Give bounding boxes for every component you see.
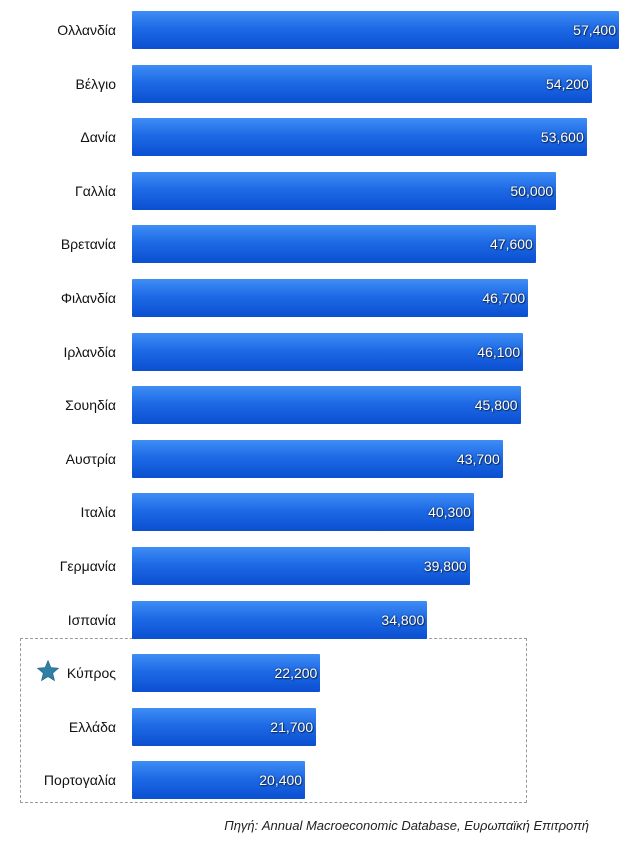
- bar: [132, 118, 587, 157]
- category-label: Ιταλία: [80, 504, 116, 521]
- bar-value-label: 22,200: [274, 665, 318, 682]
- bar-value-label: 43,700: [456, 450, 500, 467]
- bar: [132, 332, 524, 371]
- category-label: Φιλανδία: [60, 290, 116, 306]
- category-label: Ισπανία: [67, 611, 116, 628]
- bar: [132, 547, 470, 585]
- category-label: Δανία: [80, 129, 116, 146]
- bar-value-label: 50,000: [510, 182, 554, 199]
- category-label: Κύπρος: [66, 665, 116, 682]
- bar-value-label: 54,200: [546, 75, 589, 92]
- bar: [132, 64, 592, 103]
- bar: [132, 493, 474, 532]
- bar-value-label: 34,800: [381, 611, 425, 628]
- bar-value-label: 53,600: [540, 129, 584, 146]
- category-label: Βρετανία: [60, 236, 116, 253]
- source-note: Πηγή: Annual Macroeconomic Database, Ευρ…: [224, 818, 589, 833]
- category-label: Ιρλανδία: [63, 343, 116, 360]
- bar-value-label: 57,400: [573, 22, 616, 38]
- bar-value-label: 39,800: [423, 558, 467, 574]
- bar: [132, 600, 428, 639]
- category-label: Ολλανδία: [57, 22, 116, 38]
- category-label: Βέλγιο: [75, 75, 116, 92]
- bar: [132, 11, 619, 49]
- bar: [132, 654, 321, 693]
- category-label: Σουηδία: [65, 397, 116, 414]
- bar-value-label: 40,300: [428, 504, 471, 521]
- bar-value-label: 46,100: [477, 343, 521, 360]
- bar-value-label: 21,700: [270, 718, 314, 735]
- bar: [132, 707, 317, 746]
- bar: [132, 386, 521, 425]
- bar-value-label: 45,800: [474, 397, 518, 414]
- bar: [132, 439, 503, 478]
- category-label: Αυστρία: [65, 450, 116, 467]
- category-label: Γαλλία: [74, 182, 116, 199]
- bar: [132, 171, 557, 210]
- bar-value-label: 20,400: [259, 772, 303, 789]
- category-label: Ελλάδα: [68, 718, 116, 735]
- category-label: Γερμανία: [59, 558, 116, 574]
- bar: [132, 279, 529, 317]
- bar-value-label: 47,600: [490, 236, 533, 253]
- bar: [132, 761, 306, 800]
- bar-value-label: 46,700: [482, 290, 526, 306]
- category-label: Πορτογαλία: [43, 772, 116, 789]
- bar: [132, 225, 536, 264]
- star-icon: [36, 659, 60, 682]
